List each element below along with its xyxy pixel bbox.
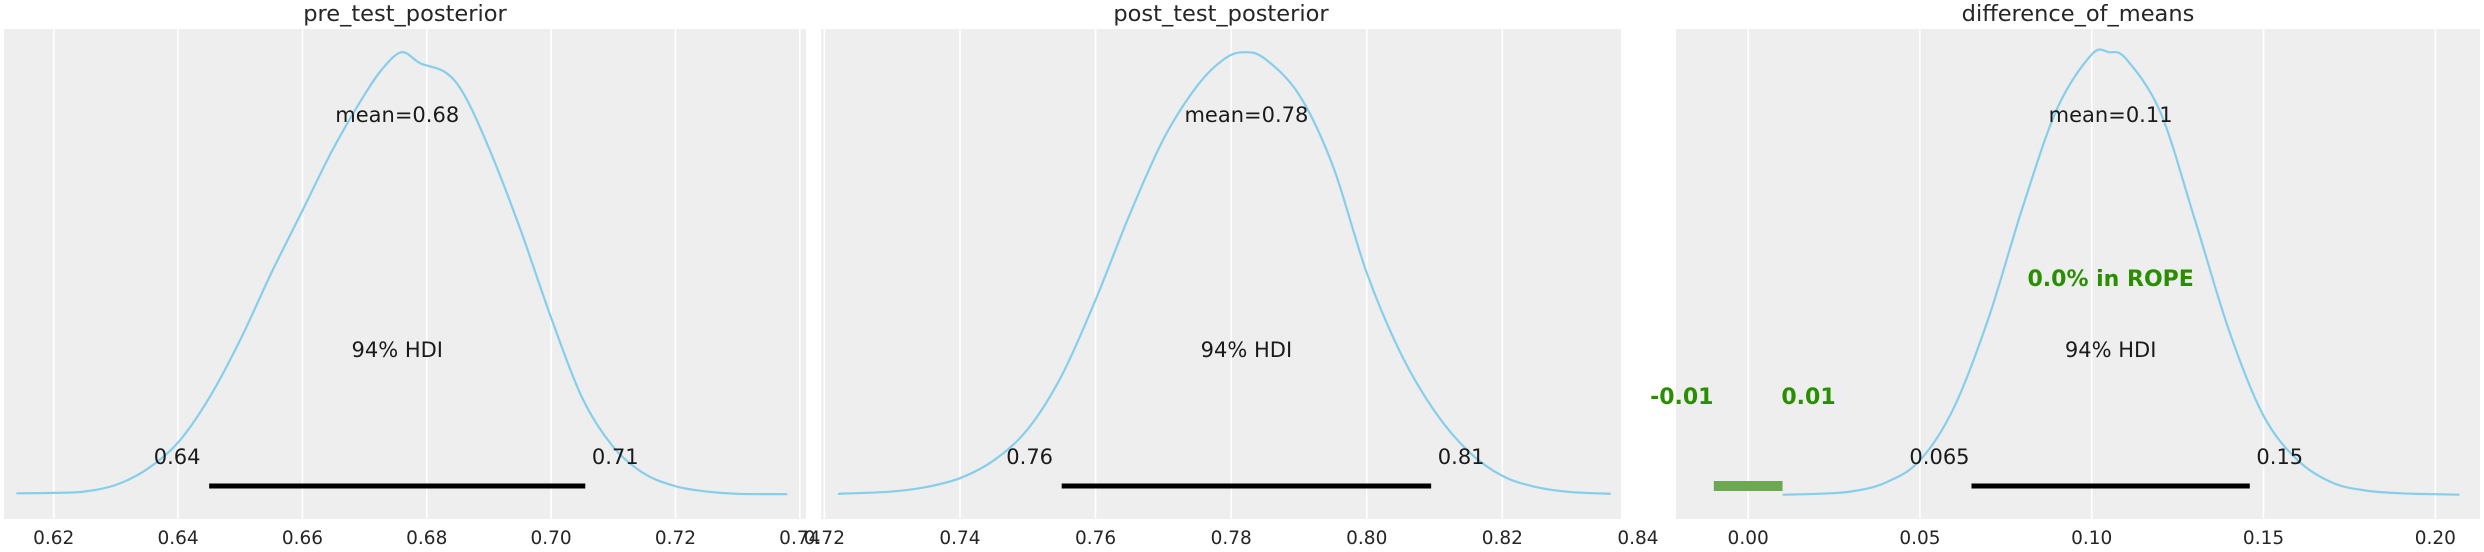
rope-percentage-label: 0.0% in ROPE [2027,267,2193,292]
x-tick-labels: 0.00 0.05 0.10 0.15 0.20 [1728,528,2456,549]
chart-title: pre_test_posterior [303,1,507,27]
x-tick-label: 0.70 [530,528,571,549]
mean-label: mean=0.78 [1184,103,1308,127]
hdi-low-label: 0.64 [154,445,201,469]
x-tick-label: 0.84 [1617,528,1658,549]
x-tick-labels: 0.72 0.74 0.76 0.78 0.80 0.82 0.84 [804,528,1659,549]
hdi-high-label: 0.81 [1438,445,1485,469]
rope-high-label: 0.01 [1781,385,1835,410]
hdi-high-label: 0.15 [2256,445,2303,469]
x-gridlines [1747,29,2437,519]
hdi-label: 94% HDI [1201,338,1293,362]
x-tick-label: 0.82 [1482,528,1523,549]
x-tick-label: 0.68 [406,528,447,549]
x-tick-label: 0.64 [157,528,198,549]
x-tick-labels: 0.62 0.64 0.66 0.68 0.70 0.72 0.74 [33,528,820,549]
hdi-label: 94% HDI [351,338,443,362]
density-curve [837,51,1611,495]
x-tick-label: 0.15 [2243,528,2284,549]
chart-title: difference_of_means [1962,1,2195,27]
panel-difference-of-means: difference_of_means mean=0.11 0.0% in RO… [1650,1,2480,549]
hdi-label: 94% HDI [2065,338,2157,362]
hdi-high-label: 0.71 [592,445,639,469]
hdi-low-label: 0.065 [1909,445,1969,469]
density-curve [1782,48,2460,496]
hdi-low-label: 0.76 [1006,445,1053,469]
x-tick-label: 0.72 [804,528,845,549]
mean-label: mean=0.68 [335,103,459,127]
plot-area-post-test-posterior [821,29,1621,519]
x-tick-label: 0.00 [1728,528,1769,549]
x-tick-label: 0.78 [1211,528,1252,549]
x-tick-label: 0.80 [1346,528,1387,549]
x-tick-label: 0.62 [33,528,74,549]
plot-area-difference-of-means [1676,29,2480,519]
panel-pre-test-posterior: pre_test_posterior mean=0.68 94% HDI 0.6… [4,1,820,549]
x-tick-label: 0.74 [939,528,980,549]
x-tick-label: 0.76 [1075,528,1116,549]
x-tick-label: 0.10 [2071,528,2112,549]
x-gridlines [52,29,801,519]
mean-label: mean=0.11 [2049,103,2173,127]
density-curve [16,51,788,496]
x-tick-label: 0.74 [779,528,820,549]
x-tick-label: 0.20 [2415,528,2456,549]
x-tick-label: 0.05 [1899,528,1940,549]
x-tick-label: 0.66 [282,528,323,549]
panel-post-test-posterior: post_test_posterior mean=0.78 94% HDI 0.… [804,1,1659,549]
plot-area-pre-test-posterior [4,29,806,519]
chart-title: post_test_posterior [1113,1,1329,27]
rope-low-label: -0.01 [1650,385,1713,410]
x-tick-label: 0.72 [655,528,696,549]
